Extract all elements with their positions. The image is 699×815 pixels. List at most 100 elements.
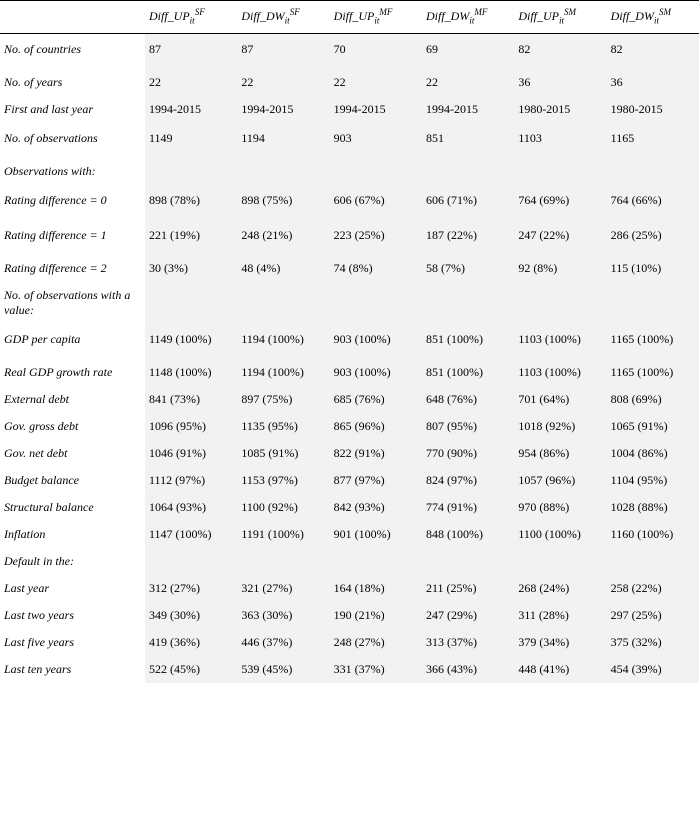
cell	[330, 282, 422, 324]
cell: 331 (37%)	[330, 656, 422, 683]
cell: 22	[330, 69, 422, 96]
cell: 685 (76%)	[330, 386, 422, 413]
row-label: Rating difference = 0	[0, 185, 145, 220]
cell: 1135 (95%)	[237, 413, 329, 440]
cell: 312 (27%)	[145, 575, 237, 602]
cell: 851 (100%)	[422, 324, 514, 359]
cell	[145, 548, 237, 575]
cell	[422, 548, 514, 575]
cell	[607, 548, 699, 575]
cell: 1104 (95%)	[607, 467, 699, 494]
cell: 36	[607, 69, 699, 96]
cell: 454 (39%)	[607, 656, 699, 683]
row-label: Observations with:	[0, 158, 145, 185]
table-row: GDP per capita1149 (100%)1194 (100%)903 …	[0, 324, 699, 359]
cell: 903	[330, 123, 422, 158]
row-label: No. of observations with a value:	[0, 282, 145, 324]
cell: 954 (86%)	[514, 440, 606, 467]
row-label: GDP per capita	[0, 324, 145, 359]
cell: 223 (25%)	[330, 220, 422, 255]
table-row: Inflation1147 (100%)1191 (100%)901 (100%…	[0, 521, 699, 548]
cell: 22	[422, 69, 514, 96]
cell: 448 (41%)	[514, 656, 606, 683]
cell: 115 (10%)	[607, 255, 699, 282]
col-head-3: Diff_UPitMF	[330, 1, 422, 34]
cell: 446 (37%)	[237, 629, 329, 656]
cell: 807 (95%)	[422, 413, 514, 440]
row-label: Last year	[0, 575, 145, 602]
cell: 82	[514, 33, 606, 69]
cell: 1994-2015	[145, 96, 237, 123]
row-label: No. of years	[0, 69, 145, 96]
row-label: Gov. gross debt	[0, 413, 145, 440]
cell: 221 (19%)	[145, 220, 237, 255]
col-head-5: Diff_UPitSM	[514, 1, 606, 34]
cell: 70	[330, 33, 422, 69]
cell: 87	[237, 33, 329, 69]
table-row: No. of observations114911949038511103116…	[0, 123, 699, 158]
cell: 22	[145, 69, 237, 96]
cell: 898 (78%)	[145, 185, 237, 220]
table-row: No. of observations with a value:	[0, 282, 699, 324]
cell: 419 (36%)	[145, 629, 237, 656]
table-row: Rating difference = 1221 (19%)248 (21%)2…	[0, 220, 699, 255]
table-row: Gov. gross debt1096 (95%)1135 (95%)865 (…	[0, 413, 699, 440]
cell: 1057 (96%)	[514, 467, 606, 494]
cell: 379 (34%)	[514, 629, 606, 656]
cell: 606 (71%)	[422, 185, 514, 220]
cell: 898 (75%)	[237, 185, 329, 220]
cell: 22	[237, 69, 329, 96]
cell: 865 (96%)	[330, 413, 422, 440]
cell: 764 (69%)	[514, 185, 606, 220]
row-label: Real GDP growth rate	[0, 359, 145, 386]
cell: 87	[145, 33, 237, 69]
table-row: Last ten years522 (45%)539 (45%)331 (37%…	[0, 656, 699, 683]
cell: 764 (66%)	[607, 185, 699, 220]
cell	[514, 548, 606, 575]
row-label: Inflation	[0, 521, 145, 548]
col-head-2: Diff_DWitSF	[237, 1, 329, 34]
cell: 824 (97%)	[422, 467, 514, 494]
cell: 897 (75%)	[237, 386, 329, 413]
header-blank	[0, 1, 145, 34]
table-row: Budget balance1112 (97%)1153 (97%)877 (9…	[0, 467, 699, 494]
table-body: No. of countries878770698282No. of years…	[0, 33, 699, 683]
cell: 311 (28%)	[514, 602, 606, 629]
row-label: Last ten years	[0, 656, 145, 683]
cell	[145, 158, 237, 185]
cell: 1085 (91%)	[237, 440, 329, 467]
cell: 1194 (100%)	[237, 324, 329, 359]
table-row: Rating difference = 0898 (78%)898 (75%) 6…	[0, 185, 699, 220]
cell: 774 (91%)	[422, 494, 514, 521]
cell: 1980-2015	[514, 96, 606, 123]
cell: 877 (97%)	[330, 467, 422, 494]
cell: 1103	[514, 123, 606, 158]
cell: 1994-2015	[237, 96, 329, 123]
cell: 211 (25%)	[422, 575, 514, 602]
table-row: No. of years222222223636	[0, 69, 699, 96]
cell	[145, 282, 237, 324]
cell: 648 (76%)	[422, 386, 514, 413]
cell: 1194	[237, 123, 329, 158]
row-label: Last two years	[0, 602, 145, 629]
table-row: Last year312 (27%)321 (27%)164 (18%)211 …	[0, 575, 699, 602]
cell: 164 (18%)	[330, 575, 422, 602]
cell: 539 (45%)	[237, 656, 329, 683]
cell: 1100 (92%)	[237, 494, 329, 521]
cell: 1096 (95%)	[145, 413, 237, 440]
cell: 1149 (100%)	[145, 324, 237, 359]
row-label: No. of countries	[0, 33, 145, 69]
cell	[330, 158, 422, 185]
row-label: Rating difference = 2	[0, 255, 145, 282]
cell: 48 (4%)	[237, 255, 329, 282]
cell: 1004 (86%)	[607, 440, 699, 467]
cell: 321 (27%)	[237, 575, 329, 602]
table-row: Default in the:	[0, 548, 699, 575]
cell: 1147 (100%)	[145, 521, 237, 548]
cell	[514, 282, 606, 324]
cell: 901 (100%)	[330, 521, 422, 548]
table-row: No. of countries878770698282	[0, 33, 699, 69]
cell: 1112 (97%)	[145, 467, 237, 494]
cell	[330, 548, 422, 575]
col-head-4: Diff_DWitMF	[422, 1, 514, 34]
